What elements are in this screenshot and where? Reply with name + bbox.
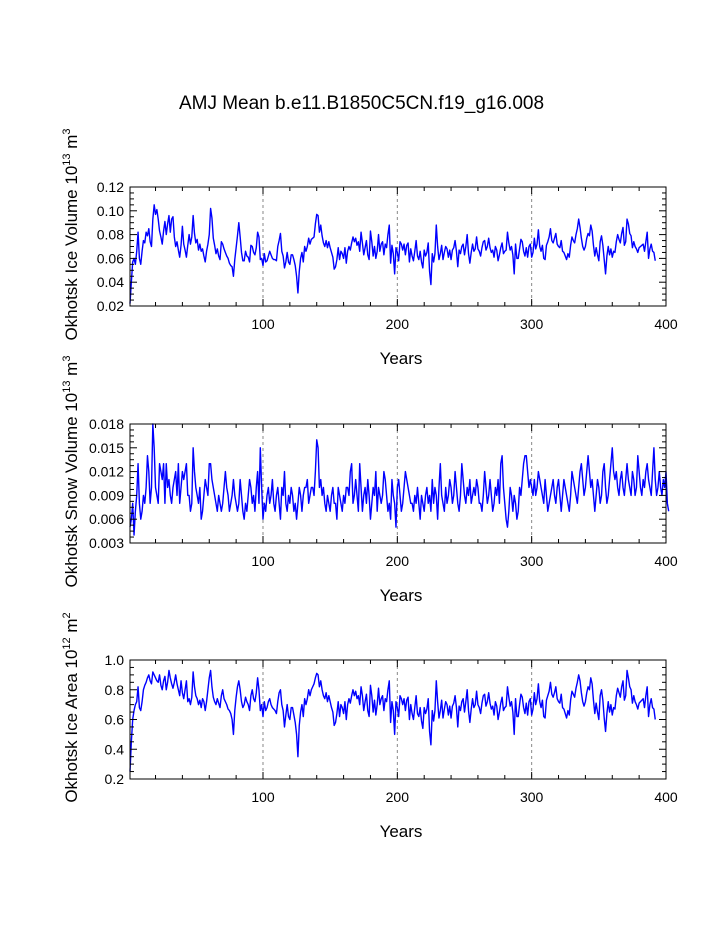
series-line bbox=[129, 204, 656, 304]
ytick-label: 0.009 bbox=[89, 487, 124, 503]
ytick-label: 0.018 bbox=[89, 416, 124, 432]
xtick-label: 200 bbox=[386, 789, 410, 805]
plot-frame bbox=[129, 659, 667, 780]
panel-ice-area: 0.2 0.4 0.6 0.8 1.0 100 200 300 400 Years Okhotsk … bbox=[61, 612, 678, 841]
y-axis-title: Okhotsk Ice Volume 1013 m3 bbox=[61, 128, 81, 340]
ytick-label: 0.2 bbox=[105, 771, 125, 787]
ytick-label: 0.012 bbox=[89, 464, 124, 480]
ytick-label: 0.12 bbox=[97, 179, 124, 195]
xtick-label: 400 bbox=[654, 553, 678, 569]
ytick-label: 0.10 bbox=[97, 203, 124, 219]
ytick-label: 0.015 bbox=[89, 440, 124, 456]
chart-title: AMJ Mean b.e11.B1850C5CN.f19_g16.008 bbox=[178, 93, 545, 114]
xtick-label: 400 bbox=[654, 316, 678, 332]
x-axis-title: Years bbox=[380, 349, 423, 368]
xtick-label: 200 bbox=[386, 316, 410, 332]
panel-ice-volume: 0.02 0.04 0.06 0.08 0.10 0.12 100 200 300 400 Year… bbox=[61, 128, 678, 368]
x-axis-title: Years bbox=[380, 586, 423, 605]
xtick-label: 100 bbox=[251, 789, 275, 805]
xtick-label: 100 bbox=[251, 316, 275, 332]
ytick-label: 0.06 bbox=[97, 250, 124, 266]
ytick-label: 0.02 bbox=[97, 298, 124, 314]
panel-snow-volume: 0.003 0.006 0.009 0.012 0.015 0.018 100 200 300 4… bbox=[61, 356, 678, 605]
xtick-label: 300 bbox=[520, 789, 544, 805]
xtick-label: 200 bbox=[386, 553, 410, 569]
ytick-label: 0.006 bbox=[89, 511, 124, 527]
ytick-label: 0.4 bbox=[105, 741, 125, 757]
ytick-label: 0.003 bbox=[89, 535, 124, 551]
xtick-label: 300 bbox=[520, 316, 544, 332]
ytick-label: 0.8 bbox=[105, 682, 125, 698]
y-axis-title: Okhotsk Snow Volume 1013 m3 bbox=[61, 356, 81, 588]
ytick-label: 1.0 bbox=[105, 652, 125, 668]
xtick-label: 100 bbox=[251, 553, 275, 569]
ytick-label: 0.04 bbox=[97, 274, 124, 290]
xtick-label: 300 bbox=[520, 553, 544, 569]
x-axis-title: Years bbox=[380, 822, 423, 841]
series-line bbox=[129, 669, 656, 772]
series-line bbox=[129, 423, 670, 536]
xtick-label: 400 bbox=[654, 789, 678, 805]
ytick-label: 0.6 bbox=[105, 712, 125, 728]
ytick-label: 0.08 bbox=[97, 227, 124, 243]
y-axis-title: Okhotsk Ice Area 1012 m2 bbox=[61, 612, 81, 802]
